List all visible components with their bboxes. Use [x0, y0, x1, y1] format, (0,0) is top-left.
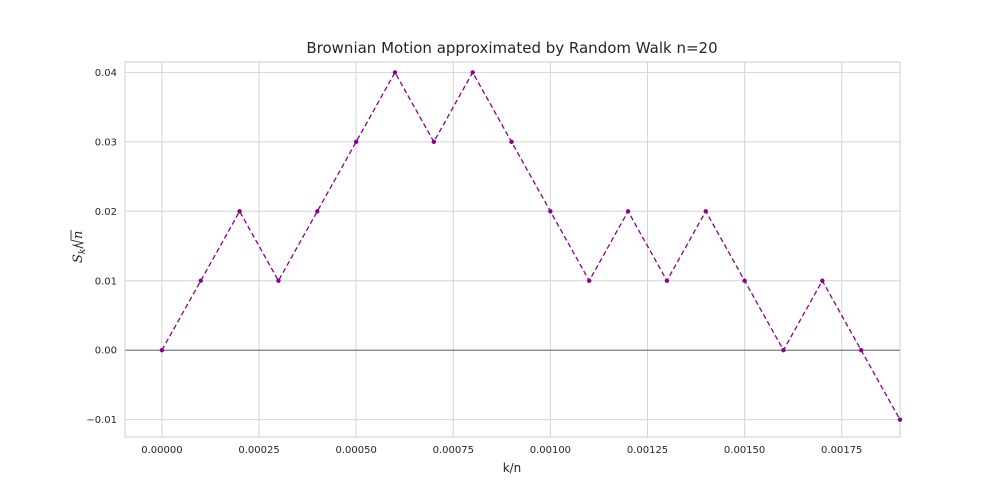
y-tick-labels: −0.01 0.00 0.01 0.02 0.03 0.04 [86, 68, 117, 426]
y-tick-label: 0.02 [95, 207, 117, 218]
data-point [703, 209, 708, 214]
x-tick-label: 0.00100 [530, 445, 571, 456]
y-label-base: S [71, 254, 86, 263]
x-tick-labels: 0.00000 0.00025 0.00050 0.00075 0.00100 0.001… [141, 445, 862, 456]
data-point [353, 139, 359, 145]
x-axis-label: k/n [503, 461, 522, 475]
data-point [470, 70, 475, 75]
svg-text:Sk/: Sk/ [71, 244, 88, 263]
x-tick-label: 0.00075 [433, 445, 474, 456]
y-tick-label: 0.01 [95, 276, 117, 287]
x-tick-label: 0.00025 [238, 445, 279, 456]
x-tick-label: 0.00175 [821, 445, 862, 456]
data-point [625, 209, 631, 214]
y-tick-label: 0.00 [95, 346, 117, 357]
data-point [509, 139, 514, 145]
data-point [587, 278, 592, 283]
y-tick-label: −0.01 [86, 415, 117, 426]
y-label-sub: k [78, 249, 88, 254]
series-line [161, 71, 901, 420]
data-point [664, 278, 670, 283]
y-axis-label: Sk/ n [70, 230, 88, 263]
data-point [276, 278, 281, 283]
data-point [159, 347, 165, 353]
data-point [392, 70, 398, 75]
data-point [315, 209, 320, 214]
data-point [897, 417, 903, 422]
y-tick-label: 0.03 [95, 137, 117, 148]
data-point [742, 278, 747, 283]
plot-frame [124, 61, 901, 438]
x-tick-label: 0.00050 [335, 445, 376, 456]
data-point [858, 347, 864, 353]
series-points [159, 70, 903, 422]
data-point [781, 347, 786, 353]
y-tick-label: 0.04 [95, 68, 117, 79]
chart-title: Brownian Motion approximated by Random W… [306, 39, 717, 57]
x-tick-label: 0.00000 [141, 445, 182, 456]
y-label-radicand: n [71, 231, 86, 239]
sqrt-sign [70, 230, 85, 248]
data-point [820, 278, 825, 283]
data-point [237, 209, 242, 214]
y-label-slash: / [71, 244, 86, 249]
data-point [431, 139, 437, 145]
x-tick-label: 0.00125 [627, 445, 668, 456]
x-tick-label: 0.00150 [724, 445, 765, 456]
grid [125, 62, 900, 437]
data-point [198, 278, 203, 283]
data-point [548, 209, 553, 214]
